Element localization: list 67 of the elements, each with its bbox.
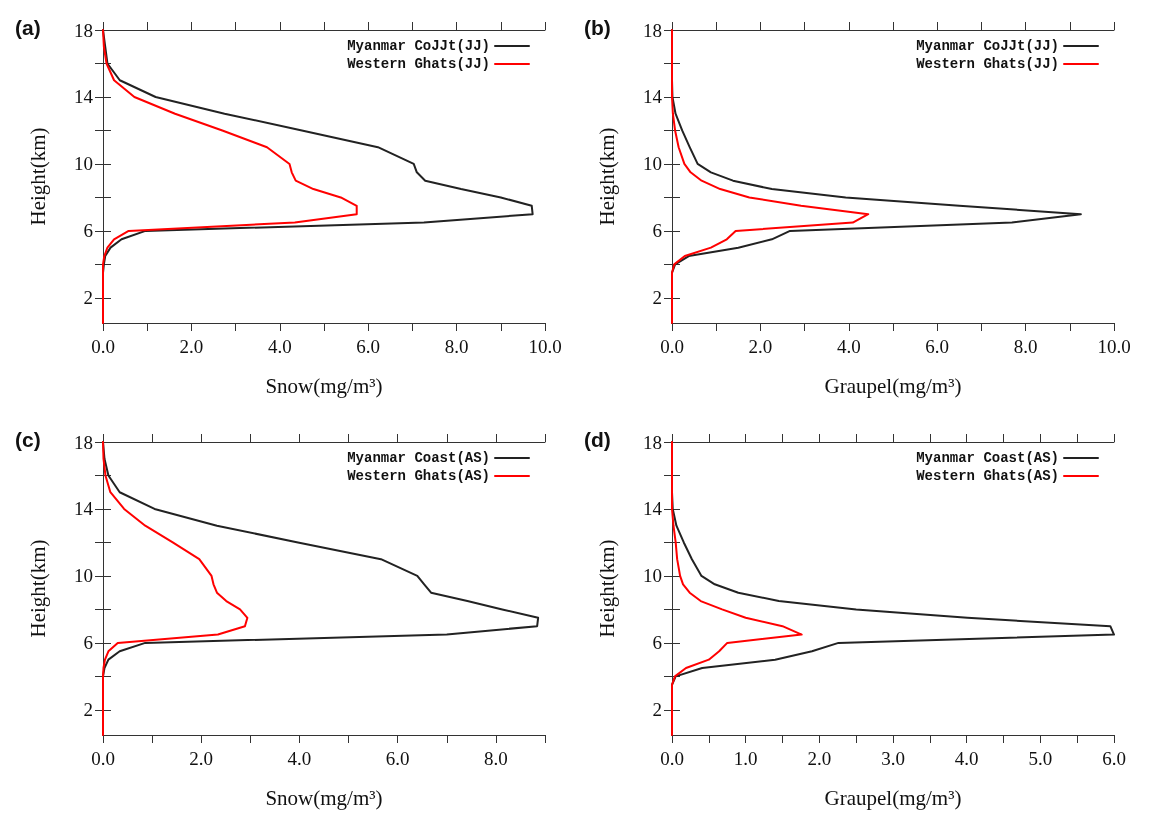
- x-tick-label: 8.0: [444, 336, 469, 357]
- x-tick-label: 0.0: [660, 336, 684, 357]
- y-axis-title: Height(km): [594, 127, 619, 226]
- legend-label: Western Ghats(JJ): [347, 56, 490, 72]
- y-axis-title: Height(km): [594, 539, 619, 638]
- y-tick-label: 6: [652, 632, 662, 654]
- legend-label: Western Ghats(AS): [916, 468, 1059, 484]
- y-tick-label: 14: [74, 498, 94, 520]
- line-series: [671, 441, 803, 736]
- x-tick-label: 4.0: [287, 748, 312, 769]
- x-tick-label: 3.0: [881, 748, 905, 769]
- y-tick-label: 18: [643, 19, 662, 41]
- chart-title: (b): [584, 16, 611, 39]
- x-tick-label: 0.0: [91, 748, 115, 769]
- legend-label: Myanmar CoJJt(JJ): [916, 38, 1059, 54]
- x-tick-label: 5.0: [1028, 748, 1053, 769]
- y-axis-title: Height(km): [25, 127, 50, 226]
- y-axis-title: Height(km): [25, 539, 50, 638]
- x-axis-title: Snow(mg/m³): [265, 373, 383, 398]
- legend-label: Myanmar Coast(AS): [347, 450, 490, 466]
- legend-label: Myanmar Coast(AS): [916, 450, 1059, 466]
- x-tick-label: 6.0: [925, 336, 950, 357]
- y-tick-label: 14: [643, 86, 663, 108]
- x-tick-label: 2.0: [189, 748, 214, 769]
- y-tick-label: 2: [652, 699, 662, 721]
- y-tick-label: 14: [74, 86, 94, 108]
- x-tick-label: 4.0: [267, 336, 292, 357]
- x-axis-title: Graupel(mg/m³): [824, 785, 962, 810]
- x-tick-label: 8.0: [1013, 336, 1038, 357]
- chart-title: (c): [15, 428, 41, 451]
- y-tick-label: 18: [643, 431, 662, 453]
- y-tick-label: 18: [74, 19, 93, 41]
- legend-label: Western Ghats(JJ): [916, 56, 1059, 72]
- y-tick-label: 10: [643, 565, 662, 587]
- x-tick-label: 6.0: [385, 748, 410, 769]
- y-tick-label: 14: [643, 498, 663, 520]
- y-tick-label: 18: [74, 431, 93, 453]
- y-tick-label: 6: [652, 220, 662, 242]
- line-series: [671, 29, 870, 324]
- y-tick-label: 10: [643, 153, 662, 175]
- x-tick-label: 0.0: [660, 748, 684, 769]
- x-axis-title: Snow(mg/m³): [265, 785, 383, 810]
- x-tick-label: 2.0: [807, 748, 832, 769]
- chart-title: (d): [584, 428, 611, 451]
- y-tick-label: 2: [83, 699, 93, 721]
- legend-label: Western Ghats(AS): [347, 468, 490, 484]
- x-axis-title: Graupel(mg/m³): [824, 373, 962, 398]
- chart-title: (a): [15, 16, 41, 39]
- x-tick-label: 4.0: [954, 748, 979, 769]
- y-tick-label: 2: [83, 287, 93, 309]
- legend-label: Myanmar CoJJt(JJ): [347, 38, 490, 54]
- y-tick-label: 10: [74, 153, 93, 175]
- y-tick-label: 10: [74, 565, 93, 587]
- x-tick-label: 6.0: [356, 336, 381, 357]
- x-tick-label: 0.0: [91, 336, 115, 357]
- x-tick-label: 4.0: [836, 336, 861, 357]
- line-series: [102, 441, 249, 736]
- y-tick-label: 6: [83, 220, 93, 242]
- x-tick-label: 2.0: [748, 336, 773, 357]
- x-tick-label: 10.0: [528, 336, 562, 357]
- x-tick-label: 10.0: [1097, 336, 1131, 357]
- x-tick-label: 1.0: [733, 748, 758, 769]
- x-tick-label: 8.0: [484, 748, 508, 769]
- y-tick-label: 2: [652, 287, 662, 309]
- x-tick-label: 2.0: [179, 336, 204, 357]
- y-tick-label: 6: [83, 632, 93, 654]
- x-tick-label: 6.0: [1102, 748, 1126, 769]
